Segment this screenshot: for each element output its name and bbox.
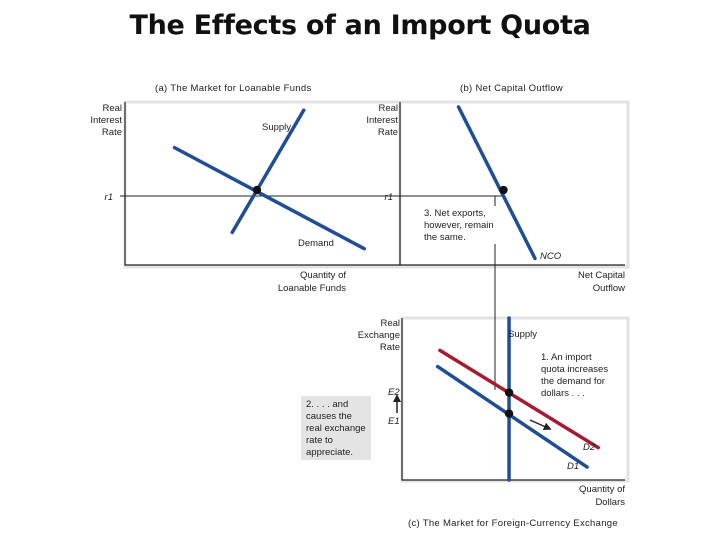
panel-backgrounds: [123, 100, 630, 483]
panel-a-supply-label: Supply: [262, 122, 291, 133]
panel-c-ylabel-3: Rate: [380, 342, 400, 353]
panel-c-annotation-2-box: [301, 396, 371, 460]
panel-a-xlabel-1: Quantity of: [300, 270, 346, 281]
panel-c-ylabel-2: Exchange: [358, 330, 400, 341]
panel-c-annotation-1-line-2: quota increases: [541, 364, 608, 375]
panel-c-ylabel-1: Real: [380, 318, 400, 329]
curves: [172, 105, 600, 482]
axes: [124, 102, 625, 481]
panel-c-d2-label: D2: [583, 442, 596, 453]
panel-c-annotation-2-line-5: appreciate.: [306, 447, 353, 458]
curve-0-demand: [172, 145, 366, 251]
panel-a-frame: [123, 100, 409, 269]
panel-b-ylabel-1: Real: [378, 103, 398, 114]
panel-c-axes: [401, 318, 625, 481]
panel-b-text: (b) Net Capital Outflow Real Interest Ra…: [366, 83, 625, 294]
demand-shift-arrow: [529, 419, 552, 431]
panel-c-annotation-2-line-1: 2. . . . and: [306, 399, 348, 410]
panel-c-annotation-2-line-3: real exchange: [306, 423, 366, 434]
panel-c-text: Real Exchange Rate E2 E1 Supply 1. An im…: [301, 318, 625, 529]
curve-2-d1: [435, 364, 589, 469]
panel-a-ylabel-3: Rate: [102, 127, 122, 138]
curve-1-nco: [456, 105, 537, 261]
panel-b-nco-label: NCO: [540, 251, 562, 262]
panel-c-annotation-1-line-1: 1. An import: [541, 352, 592, 363]
panel-b-annotation-3: the same.: [424, 232, 466, 243]
equilibrium-point-2-1: [504, 409, 514, 418]
panel-c-subtitle: (c) The Market for Foreign-Currency Exch…: [408, 518, 618, 529]
equilibrium-point-1-0: [499, 185, 508, 195]
panel-a-ylabel-1: Real: [102, 103, 122, 114]
panel-b-annotation-2: however, remain: [424, 220, 494, 231]
panel-b-ylabel-2: Interest: [366, 115, 398, 126]
panel-a-xlabel-2: Loanable Funds: [278, 283, 346, 294]
panel-c-annotation-1-line-4: dollars . . .: [541, 388, 585, 399]
panel-a-subtitle: (a) The Market for Loanable Funds: [155, 83, 312, 94]
panel-c-frame: [400, 316, 630, 483]
curve-0-supply: [230, 108, 306, 235]
panel-c-xlabel-2: Dollars: [595, 497, 625, 508]
panel-b-ylabel-3: Rate: [378, 127, 398, 138]
equilibrium-point-2-0: [504, 388, 514, 397]
panel-a-axes: [124, 102, 400, 266]
panel-c-xlabel-1: Quantity of: [579, 484, 625, 495]
panel-c-ytick-e1: E1: [388, 416, 400, 427]
panel-a-ylabel-2: Interest: [90, 115, 122, 126]
panel-b-ytick-r1: r1: [385, 192, 393, 203]
equilibrium-point-0-0: [252, 185, 262, 195]
panel-b-xlabel-2: Outflow: [593, 283, 625, 294]
panel-a-ytick-r1: r1: [105, 192, 113, 203]
panel-b-axes: [399, 102, 625, 266]
panel-a-demand-label: Demand: [298, 238, 334, 249]
panel-b-annotation-1: 3. Net exports,: [424, 208, 486, 219]
panel-b-subtitle: (b) Net Capital Outflow: [460, 83, 563, 94]
panel-c-annotation-2-line-2: causes the: [306, 411, 352, 422]
curve-2-d2: [438, 348, 600, 450]
panel-c-supply-label: Supply: [508, 329, 537, 340]
panel-a-text: (a) The Market for Loanable Funds Real I…: [90, 83, 346, 294]
panel-c-d1-label: D1: [567, 461, 579, 472]
panel-c-annotation-1-box: [538, 348, 616, 396]
panel-c-annotation-2-line-4: rate to: [306, 435, 333, 446]
chart-title: The Effects of an Import Quota: [129, 10, 591, 41]
panel-b-xlabel-1: Net Capital: [578, 270, 625, 281]
panel-b-annotation-box: [422, 206, 500, 244]
panel-c-ytick-e2: E2: [388, 387, 400, 398]
panel-c-annotation-1-line-3: the demand for: [541, 376, 605, 387]
